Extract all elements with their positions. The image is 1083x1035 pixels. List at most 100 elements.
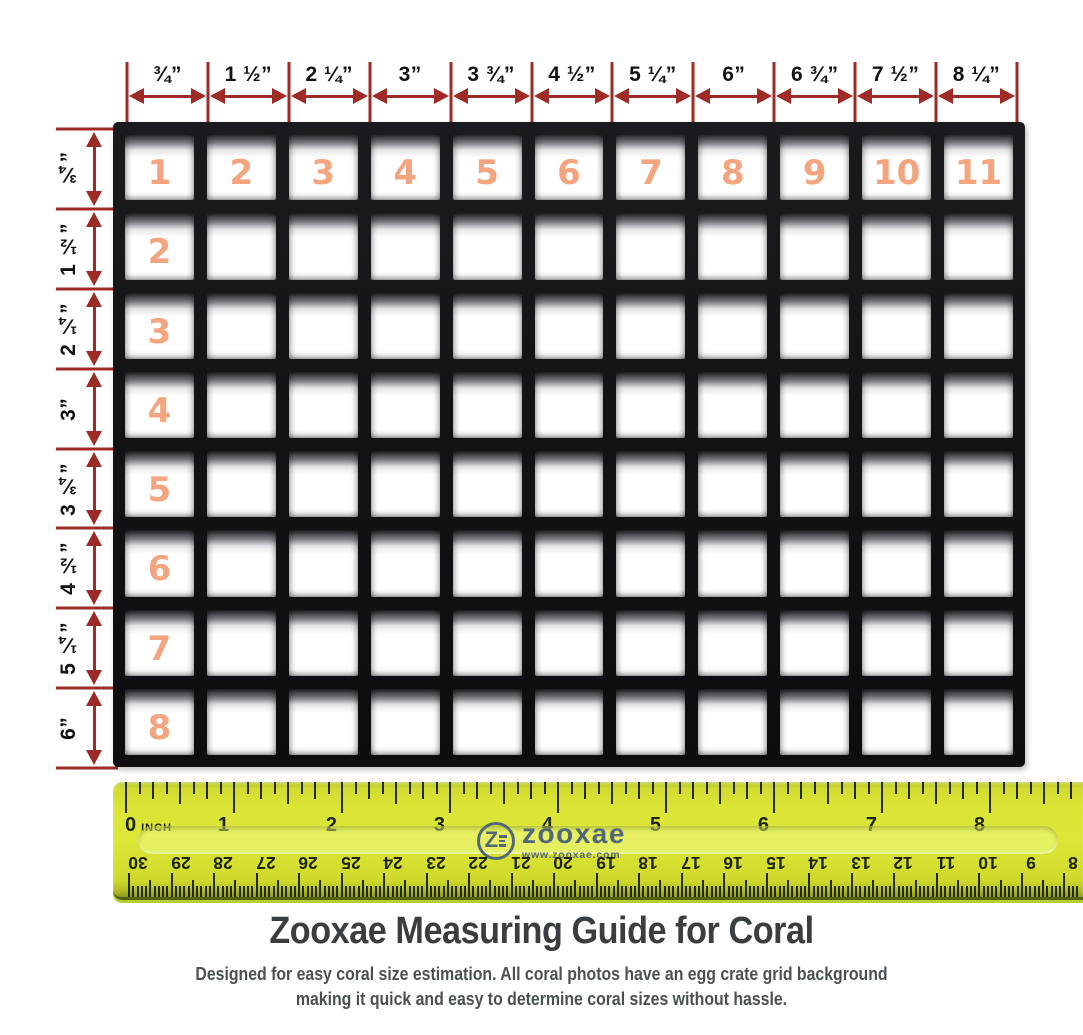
left-dimension-segment: ¾” <box>56 129 118 209</box>
grid-cell <box>944 293 1013 359</box>
cm-tick <box>625 886 627 897</box>
cm-tick <box>557 886 559 897</box>
inch-tick <box>382 782 384 794</box>
cm-tick <box>617 880 619 897</box>
cm-tick <box>600 886 602 897</box>
grid-cell <box>453 451 522 517</box>
cm-tick <box>655 886 657 897</box>
cm-tick <box>991 886 993 897</box>
inch-tick <box>395 782 397 804</box>
up-down-arrow-icon <box>86 452 102 526</box>
grid-cell <box>207 372 276 438</box>
top-dimension-segment: ¾” <box>127 62 208 122</box>
cm-number: 21 <box>504 852 538 873</box>
arrow-shaft <box>93 216 96 282</box>
inch-tick <box>355 782 357 794</box>
cm-tick <box>868 886 870 897</box>
grid-cell <box>780 689 849 755</box>
cm-tick <box>1008 886 1010 897</box>
inch-tick <box>179 782 181 804</box>
inch-tick <box>544 782 546 794</box>
cm-tick <box>290 886 292 897</box>
cm-tick <box>1076 886 1078 897</box>
grid-cell <box>289 689 358 755</box>
cm-tick <box>409 886 411 897</box>
cm-tick <box>579 886 581 897</box>
grid-cell: 5 <box>453 134 522 200</box>
cm-tick <box>532 880 534 897</box>
grid-cell <box>616 451 685 517</box>
cell-number: 4 <box>148 394 172 428</box>
cm-tick <box>876 886 878 897</box>
grid-cell <box>207 213 276 279</box>
cm-tick <box>358 886 360 897</box>
cm-tick <box>847 886 849 897</box>
grid-cell <box>698 689 767 755</box>
cm-tick <box>885 886 887 897</box>
top-dimension-segment: 6 ¾” <box>774 62 855 122</box>
left-dimension-label: 1 ½” <box>56 209 82 289</box>
cm-tick <box>506 886 508 897</box>
cm-tick <box>711 886 713 897</box>
cm-tick <box>421 886 423 897</box>
grid-cell: 6 <box>125 530 194 596</box>
grid-cell <box>453 293 522 359</box>
cm-tick <box>540 886 542 897</box>
cm-tick <box>706 886 708 897</box>
inch-tick <box>314 782 316 799</box>
cm-tick <box>919 886 921 897</box>
inch-tick <box>773 782 775 813</box>
cm-tick <box>438 886 440 897</box>
cm-tick <box>1034 886 1036 897</box>
left-dimension-label: 5 ¼” <box>56 608 82 688</box>
top-dimension-segment: 4 ½” <box>532 62 613 122</box>
cm-tick <box>366 886 368 897</box>
left-right-arrow-icon <box>776 88 853 104</box>
cm-number: 8 <box>1056 852 1083 873</box>
cm-tick <box>583 886 585 897</box>
grid-cell <box>616 689 685 755</box>
grid-cell <box>780 530 849 596</box>
grid-cell <box>453 610 522 676</box>
cell-number: 1 <box>148 156 172 190</box>
cm-tick <box>864 886 866 897</box>
cm-tick <box>728 886 730 897</box>
cm-tick <box>668 886 670 897</box>
arrow-shaft <box>133 95 202 98</box>
top-dimension-segment: 3 ¾” <box>451 62 532 122</box>
arrow-shaft <box>214 95 283 98</box>
cell-number: 3 <box>148 315 172 349</box>
cm-tick <box>222 886 224 897</box>
left-dimension-label: 3 ¾” <box>56 449 82 529</box>
grid-cell: 2 <box>207 134 276 200</box>
cm-tick <box>966 886 968 897</box>
cm-tick <box>451 886 453 897</box>
cm-tick <box>281 886 283 897</box>
top-dimension-label: 3 ¾” <box>451 63 532 87</box>
cm-tick <box>927 886 929 897</box>
cm-tick <box>162 886 164 897</box>
left-dimension-label: ¾” <box>56 129 82 209</box>
cm-tick <box>1029 886 1031 897</box>
inch-tick <box>220 782 222 794</box>
cm-tick <box>370 886 372 897</box>
cm-tick <box>200 886 202 897</box>
grid-cell <box>944 213 1013 279</box>
cm-tick <box>268 886 270 897</box>
inch-tick <box>665 782 667 813</box>
left-dimension-segment: 3” <box>56 369 118 449</box>
inch-tick <box>274 782 276 794</box>
grid-cell <box>862 451 931 517</box>
grid-cell: 5 <box>125 451 194 517</box>
cm-tick <box>477 886 479 897</box>
cm-tick <box>834 886 836 897</box>
inch-tick <box>1003 782 1005 794</box>
inch-tick <box>1070 782 1072 799</box>
cm-tick <box>392 886 394 897</box>
grid-cell <box>698 372 767 438</box>
cm-tick <box>698 886 700 897</box>
left-right-arrow-icon <box>534 88 611 104</box>
cm-tick <box>859 886 861 897</box>
cm-tick <box>256 873 258 897</box>
cell-number: 5 <box>148 473 172 507</box>
